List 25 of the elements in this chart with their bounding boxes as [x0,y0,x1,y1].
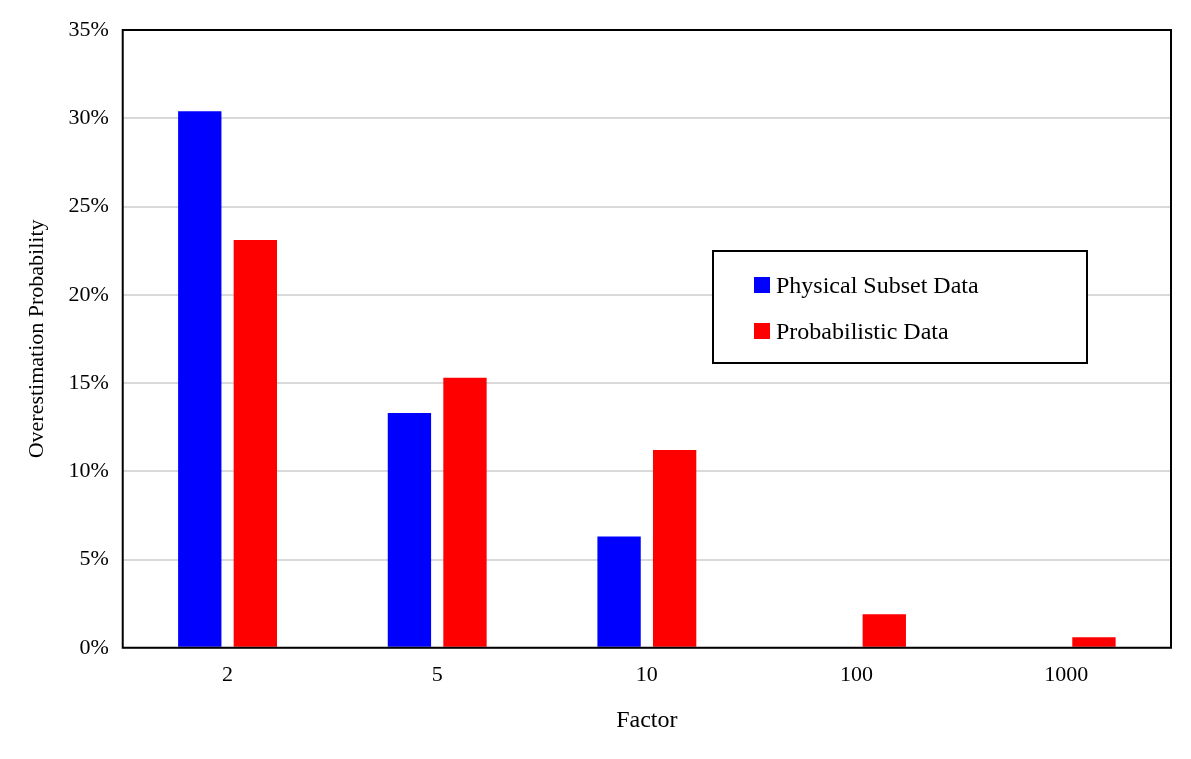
x-tick-label: 10 [635,660,658,686]
y-tick-label: 5% [79,545,109,571]
legend-label: Physical Subset Data [776,271,979,299]
y-tick-label: 20% [68,280,109,306]
bar [178,111,222,647]
bar [862,614,906,647]
x-axis-title: Factor [616,705,678,732]
bar [1072,637,1116,647]
bar [387,413,432,647]
bar [443,377,487,647]
y-tick-label: 10% [68,457,109,483]
bar [597,536,641,647]
y-axis-title: Overestimation Probability [22,219,48,459]
x-tick-label: 5 [431,660,443,686]
bar [652,450,697,647]
legend-label: Probabilistic Data [776,317,949,345]
y-tick-label: 0% [79,633,109,659]
y-tick-label: 25% [68,192,109,218]
x-tick-label: 1000 [1044,660,1089,686]
bar [233,240,277,647]
y-tick-label: 15% [68,368,109,394]
y-tick-label: 35% [68,15,109,41]
y-tick-label: 30% [68,104,109,130]
x-tick-label: 2 [222,660,234,686]
x-tick-label: 100 [840,660,874,686]
